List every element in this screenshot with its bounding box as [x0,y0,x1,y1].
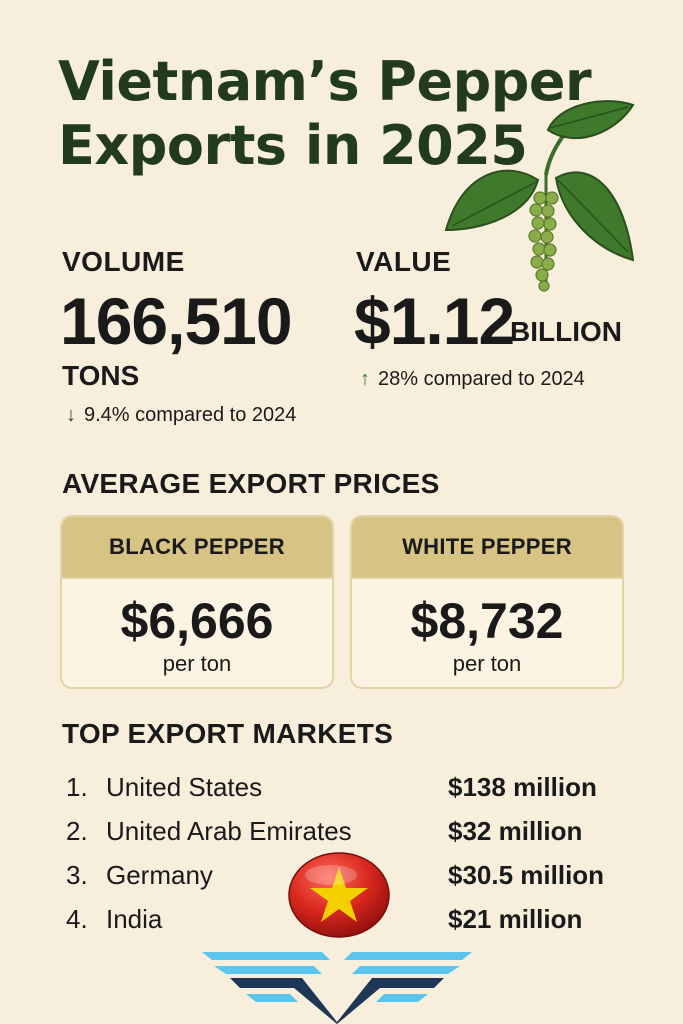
pepper-plant-icon [444,100,635,292]
value-change: ↑ 28% compared to 2024 [356,368,585,391]
market-row: 3. Germany $30.5 million [66,860,626,900]
market-value: $138 million [448,772,597,802]
market-rank: 2. [66,816,88,846]
arrow-down-icon: ↓ [66,404,76,426]
black-pepper-card: BLACK PEPPER $6,666 per ton [60,515,334,689]
value-amount: $1.12 [354,284,515,358]
vietnam-flag-icon [288,852,390,938]
page-title: Vietnam’s Pepper Exports in 2025 [58,50,592,178]
market-rank: 3. [66,860,88,890]
market-row: 2. United Arab Emirates $32 million [66,816,626,856]
value-unit: BILLION [510,316,622,347]
arrow-up-icon: ↑ [360,368,370,390]
market-name: United States [106,772,263,802]
value-label: VALUE [356,246,452,277]
volume-change: ↓ 9.4% compared to 2024 [62,404,296,427]
market-value: $32 million [448,816,583,846]
white-pepper-card: WHITE PEPPER $8,732 per ton [350,515,624,689]
value-change-text: 28% compared to 2024 [378,368,585,390]
wings-logo-icon [202,952,472,1024]
title-line-2: Exports in 2025 [58,114,528,177]
market-name: Germany [106,860,213,890]
black-pepper-label: BLACK PEPPER [62,517,332,579]
volume-change-text: 9.4% compared to 2024 [84,404,297,426]
white-pepper-unit: per ton [452,651,522,676]
market-row: 4. India $21 million [66,904,626,944]
market-rank: 1. [66,772,88,802]
markets-section-title: TOP EXPORT MARKETS [62,718,394,749]
market-value: $30.5 million [448,860,605,890]
title-line-1: Vietnam’s Pepper [58,50,592,113]
market-rank: 4. [66,904,88,934]
prices-section-title: AVERAGE EXPORT PRICES [62,468,440,499]
market-row: 1. United States $138 million [66,772,626,812]
market-name: United Arab Emirates [106,816,352,846]
volume-unit: TONS [62,360,140,391]
white-pepper-price: $8,732 [410,593,564,649]
volume-label: VOLUME [62,246,185,277]
market-name: India [106,904,163,934]
black-pepper-unit: per ton [162,651,232,676]
white-pepper-label: WHITE PEPPER [352,517,622,579]
volume-value: 166,510 [60,284,293,358]
black-pepper-price: $6,666 [120,593,274,649]
market-value: $21 million [448,904,583,934]
